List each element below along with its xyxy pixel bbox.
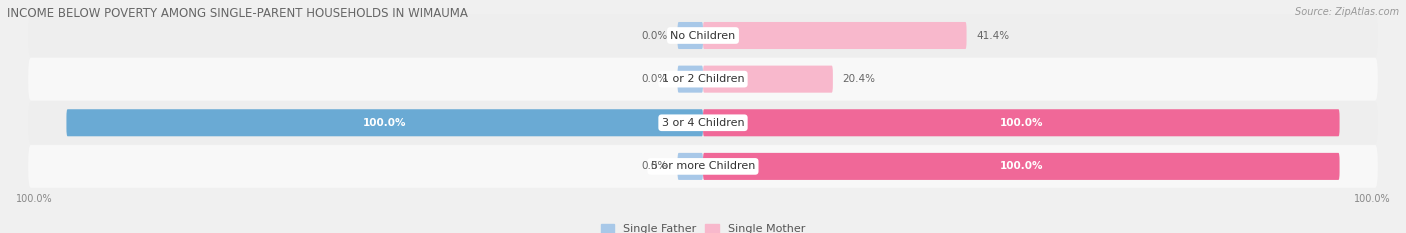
- Text: 100.0%: 100.0%: [363, 118, 406, 128]
- FancyBboxPatch shape: [703, 109, 1340, 136]
- Text: 0.0%: 0.0%: [641, 161, 668, 171]
- FancyBboxPatch shape: [678, 22, 703, 49]
- Text: 3 or 4 Children: 3 or 4 Children: [662, 118, 744, 128]
- FancyBboxPatch shape: [678, 66, 703, 93]
- FancyBboxPatch shape: [28, 58, 1378, 100]
- Text: 100.0%: 100.0%: [15, 194, 52, 204]
- FancyBboxPatch shape: [28, 145, 1378, 188]
- FancyBboxPatch shape: [28, 101, 1378, 144]
- FancyBboxPatch shape: [66, 109, 703, 136]
- Text: Source: ZipAtlas.com: Source: ZipAtlas.com: [1295, 7, 1399, 17]
- Text: 1 or 2 Children: 1 or 2 Children: [662, 74, 744, 84]
- Text: 41.4%: 41.4%: [976, 31, 1010, 41]
- Text: 100.0%: 100.0%: [1000, 118, 1043, 128]
- Text: 20.4%: 20.4%: [842, 74, 876, 84]
- Text: No Children: No Children: [671, 31, 735, 41]
- Text: 0.0%: 0.0%: [641, 31, 668, 41]
- Text: 100.0%: 100.0%: [1000, 161, 1043, 171]
- FancyBboxPatch shape: [703, 153, 1340, 180]
- FancyBboxPatch shape: [678, 153, 703, 180]
- Text: INCOME BELOW POVERTY AMONG SINGLE-PARENT HOUSEHOLDS IN WIMAUMA: INCOME BELOW POVERTY AMONG SINGLE-PARENT…: [7, 7, 468, 20]
- FancyBboxPatch shape: [28, 14, 1378, 57]
- Text: 5 or more Children: 5 or more Children: [651, 161, 755, 171]
- Text: 0.0%: 0.0%: [641, 74, 668, 84]
- FancyBboxPatch shape: [703, 66, 832, 93]
- Text: 100.0%: 100.0%: [1354, 194, 1391, 204]
- FancyBboxPatch shape: [703, 22, 966, 49]
- Legend: Single Father, Single Mother: Single Father, Single Mother: [600, 224, 806, 233]
